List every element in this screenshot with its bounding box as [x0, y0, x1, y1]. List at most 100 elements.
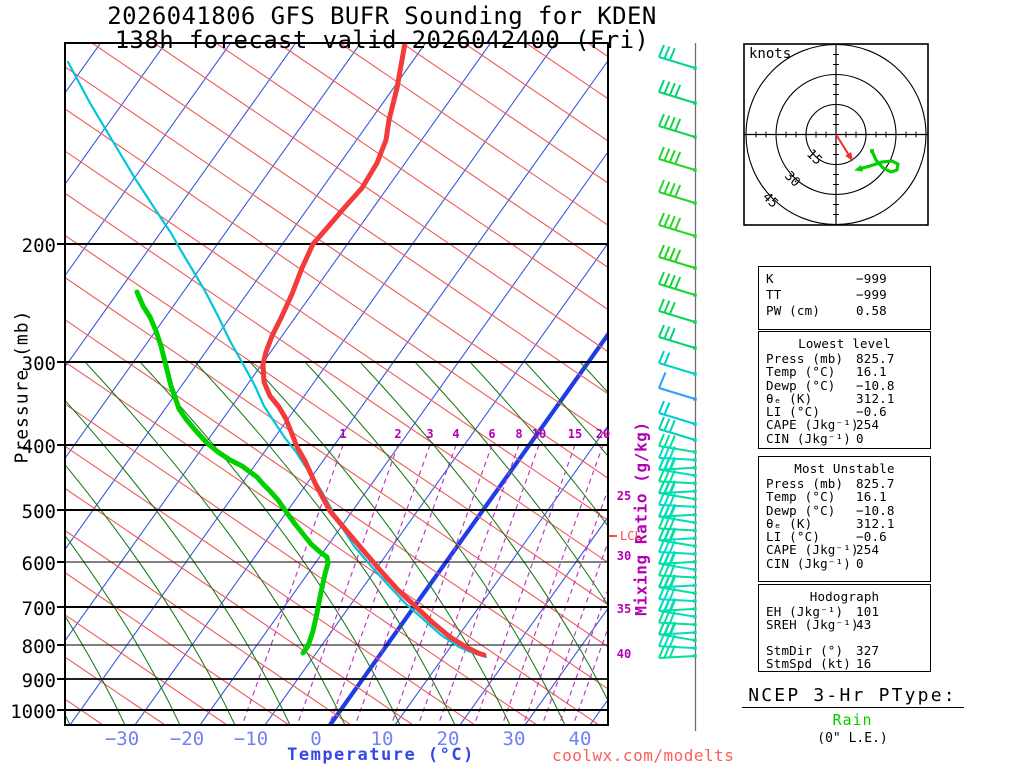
temp-tick-20: 20 [436, 728, 460, 750]
row-label: Press (mb) [766, 476, 844, 491]
table-row: θₑ (K) 312.1 [766, 390, 923, 406]
row-value: 825.7 [856, 476, 895, 491]
panel-header: Most Unstable [794, 461, 895, 476]
table-row: Dewp (°C) −10.8 [766, 377, 923, 393]
pressure-tick-700: 700 [21, 598, 56, 620]
hodograph-units-label: knots [749, 46, 792, 62]
row-value: 327 [856, 642, 880, 658]
table-row: PW (cm) 0.58 [766, 303, 923, 319]
ptype-value: Rain [832, 711, 873, 729]
pressure-tick-800: 800 [21, 636, 56, 658]
row-label: PW (cm) [766, 303, 821, 318]
hodograph-trace [857, 149, 900, 174]
mixratio-label-25: 25 [616, 489, 632, 503]
table-row: LI (°C) −0.6 [766, 529, 923, 545]
chart-title-line1: 2026041806 GFS BUFR Sounding for KDEN [107, 2, 657, 30]
mixratio-label-8: 8 [515, 427, 523, 441]
row-label: CAPE (Jkg⁻¹) [766, 542, 859, 558]
hodograph-stats-panel: Hodograph EH (Jkg⁻¹) 101 SREH (Jkg⁻¹) 43 S… [758, 584, 931, 672]
table-row: Press (mb) 825.7 [766, 476, 923, 491]
temp-tick-40: 40 [568, 728, 592, 750]
mixratio-label-35: 35 [616, 602, 632, 616]
mixratio-label-10: 10 [531, 427, 547, 441]
row-label: K [766, 271, 774, 286]
mixratio-label-30: 30 [616, 549, 632, 563]
row-label: StmSpd (kt) [766, 655, 851, 671]
storm-motion-arrow [835, 133, 851, 157]
row-label: LI (°C) [766, 404, 821, 420]
table-row: TT −999 [766, 287, 923, 303]
row-value: 0.58 [856, 303, 887, 318]
row-value: 312.1 [856, 515, 895, 531]
row-value: 312.1 [856, 390, 895, 406]
pressure-tick-500: 500 [21, 501, 56, 523]
mixratio-label-15: 15 [567, 427, 583, 441]
row-label: CIN (Jkg⁻¹) [766, 555, 851, 571]
table-row: Temp (°C) 16.1 [766, 489, 923, 505]
pressure-gridlines [57, 243, 608, 711]
indices-panel: K −999 TT −999 PW (cm) 0.58 [758, 266, 931, 330]
mixratio-label-1: 1 [339, 427, 347, 441]
row-value: −10.8 [856, 377, 895, 393]
row-label: Temp (°C) [766, 489, 836, 505]
pressure-tick-200: 200 [21, 235, 56, 257]
row-value: 254 [856, 542, 880, 558]
row-value: −999 [856, 271, 887, 286]
row-label: SREH (Jkg⁻¹) [766, 617, 859, 633]
ptype-underline [742, 707, 964, 708]
temp-tick-10: 10 [370, 728, 394, 750]
ptype-note: (0" L.E.) [817, 731, 888, 746]
plot-border [64, 42, 609, 726]
chart-title-line2: 138h forecast valid 2026042400 (Fri) [114, 26, 650, 54]
table-row: LI (°C) −0.6 [766, 404, 923, 420]
mixing-ratio-axis-label: Mixing Ratio (g/kg) [631, 421, 651, 616]
pressure-tick-600: 600 [21, 553, 56, 575]
temp-tick-30: 30 [502, 728, 526, 750]
mixratio-label-4: 4 [452, 427, 460, 441]
row-label: Dewp (°C) [766, 377, 836, 393]
row-value: −999 [856, 287, 887, 302]
table-row: Temp (°C) 16.1 [766, 364, 923, 380]
table-row: K −999 [766, 271, 923, 287]
row-value: 43 [856, 617, 872, 633]
mixratio-label-2: 2 [394, 427, 402, 441]
table-row: CAPE (Jkg⁻¹) 254 [766, 542, 923, 558]
table-row: StmDir (°) 327 [766, 642, 923, 658]
row-value: −10.8 [856, 502, 895, 518]
row-value: −0.6 [856, 529, 887, 545]
ptype-heading: NCEP 3-Hr PType: [748, 685, 957, 706]
row-label: LI (°C) [766, 529, 821, 545]
lowest-level-panel: Lowest level Press (mb) 825.7 Temp (°C) 16… [758, 331, 931, 449]
temp-tick-0: 0 [310, 728, 322, 750]
panel-header: Hodograph [809, 589, 880, 604]
table-row: SREH (Jkg⁻¹) 43 [766, 617, 923, 633]
row-label: EH (Jkg⁻¹) [766, 604, 844, 619]
table-row: Dewp (°C) −10.8 [766, 502, 923, 518]
mixratio-label-6: 6 [488, 427, 496, 441]
mixratio-label-20: 20 [595, 427, 611, 441]
row-value: 16 [856, 655, 872, 671]
table-row: θₑ (K) 312.1 [766, 515, 923, 531]
table-row: StmSpd (kt) 16 [766, 655, 923, 671]
row-label: θₑ (K) [766, 390, 813, 406]
table-row: EH (Jkg⁻¹) 101 [766, 604, 923, 619]
pressure-tick-300: 300 [21, 353, 56, 375]
temp-tick--20: −20 [169, 728, 205, 750]
pressure-axis-label: Pressure (mb) [11, 309, 33, 464]
table-row: Press (mb) 825.7 [766, 351, 923, 366]
most-unstable-panel: Most Unstable Press (mb) 825.7 Temp (°C) 1… [758, 456, 931, 582]
panel-spacer [766, 631, 923, 643]
pressure-tick-900: 900 [21, 670, 56, 692]
watermark: coolwx.com/modelts [552, 746, 735, 765]
pressure-tick-400: 400 [21, 436, 56, 458]
row-label: Dewp (°C) [766, 502, 836, 518]
row-label: CIN (Jkg⁻¹) [766, 430, 851, 446]
row-value: 16.1 [856, 489, 887, 505]
row-value: 16.1 [856, 364, 887, 380]
pressure-tick-1000: 1000 [10, 701, 56, 723]
temperature-axis-label: Temperature (°C) [287, 745, 475, 765]
wind-barb-column [658, 43, 697, 731]
row-value: 0 [856, 555, 864, 571]
